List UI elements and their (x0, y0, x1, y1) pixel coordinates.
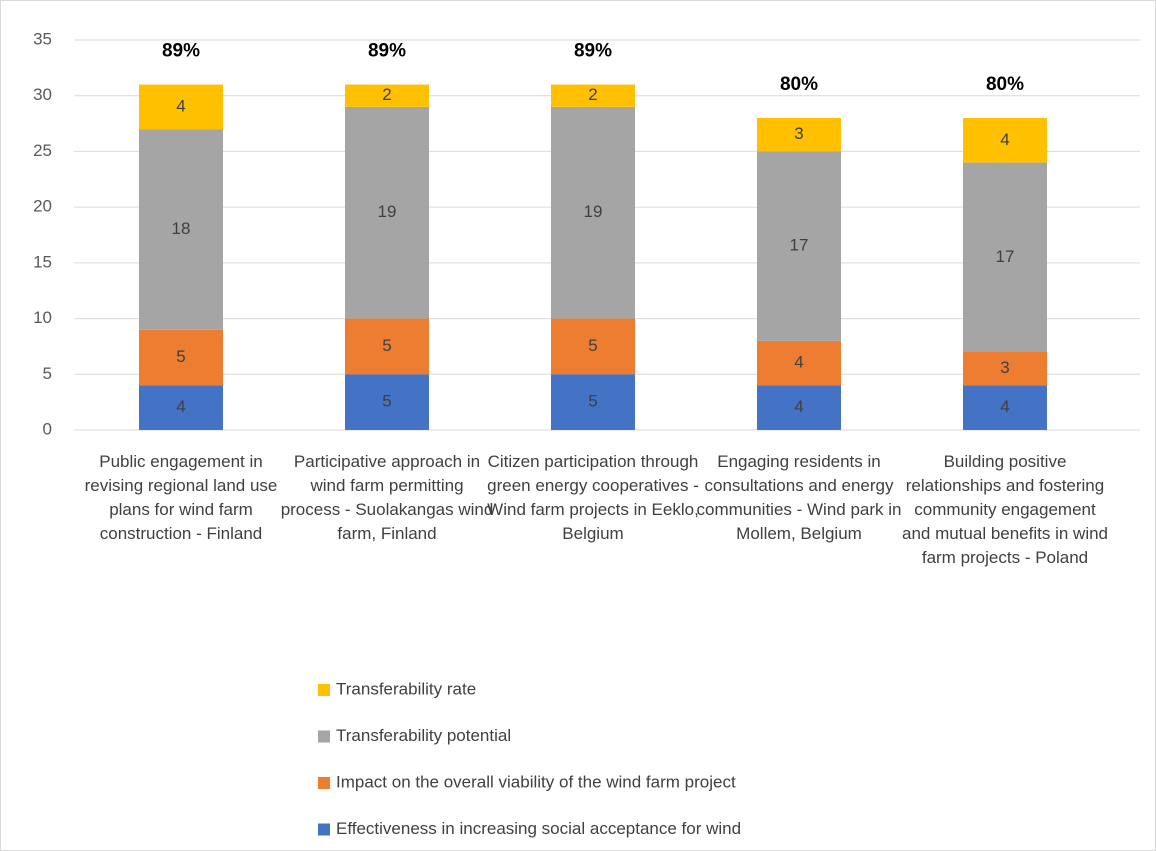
data-label: 4 (794, 397, 803, 416)
x-tick-label: Public engagement in revising regional l… (84, 452, 278, 543)
y-tick-label: 15 (33, 252, 52, 271)
x-tick-label: Participative approach in wind farm perm… (280, 452, 494, 543)
percent-label: 80% (780, 74, 818, 95)
legend-swatch (318, 823, 330, 836)
legend-swatch (318, 684, 330, 696)
bar-segment (139, 329, 223, 386)
x-tick-label: Building positive relationships and fost… (901, 452, 1109, 567)
legend-swatch (318, 777, 330, 789)
data-label: 4 (176, 397, 185, 416)
bar-segment (551, 318, 635, 375)
bar-segment (963, 162, 1047, 352)
bar-segment (345, 374, 429, 430)
bar-segment (757, 151, 841, 341)
data-label: 19 (584, 202, 603, 221)
bar-segment (757, 385, 841, 430)
x-tick-label: Citizen participation through green ener… (487, 452, 699, 543)
data-label: 2 (382, 85, 391, 104)
percent-label: 89% (162, 41, 200, 62)
data-label: 3 (794, 124, 803, 143)
data-label: 19 (378, 202, 397, 221)
y-tick-label: 0 (43, 419, 52, 438)
data-label: 5 (588, 336, 597, 355)
y-tick-label: 20 (33, 197, 52, 216)
bar-segment (757, 340, 841, 386)
data-label: 3 (1000, 358, 1009, 377)
y-tick-label: 10 (33, 308, 52, 327)
y-tick-label: 5 (43, 364, 52, 383)
legend-label: Effectiveness in increasing social accep… (336, 819, 741, 838)
data-label: 4 (1000, 130, 1009, 149)
data-label: 17 (790, 236, 809, 255)
legend-label: Transferability potential (336, 726, 511, 745)
data-label: 18 (172, 219, 191, 238)
data-label: 5 (382, 392, 391, 411)
percent-label: 80% (986, 74, 1024, 95)
data-label: 2 (588, 85, 597, 104)
bar-segment (551, 106, 635, 319)
bar-segment (139, 385, 223, 430)
legend-label: Transferability rate (336, 679, 476, 698)
bar-segment (345, 84, 429, 107)
data-label: 4 (1000, 397, 1009, 416)
bar-segment (963, 352, 1047, 386)
bar-segment (963, 118, 1047, 163)
x-tick-label: Engaging residents in consultations and … (696, 452, 902, 543)
bar-segment (757, 118, 841, 152)
legend-label: Impact on the overall viability of the w… (336, 772, 736, 791)
percent-label: 89% (574, 41, 612, 62)
data-label: 5 (176, 347, 185, 366)
data-label: 4 (794, 353, 803, 372)
bar-segment (551, 84, 635, 107)
bar-segment (345, 318, 429, 375)
data-label: 5 (382, 336, 391, 355)
percent-label: 89% (368, 41, 406, 62)
y-tick-label: 35 (33, 29, 52, 48)
data-label: 4 (176, 96, 185, 115)
bar-segment (551, 374, 635, 430)
bar-segment (139, 84, 223, 130)
data-label: 5 (588, 392, 597, 411)
bar-segment (139, 129, 223, 330)
y-tick-label: 25 (33, 141, 52, 160)
bar-segment (963, 385, 1047, 430)
y-tick-label: 30 (33, 85, 52, 104)
data-label: 17 (996, 247, 1015, 266)
bar-segment (345, 106, 429, 319)
legend-swatch (318, 730, 330, 743)
